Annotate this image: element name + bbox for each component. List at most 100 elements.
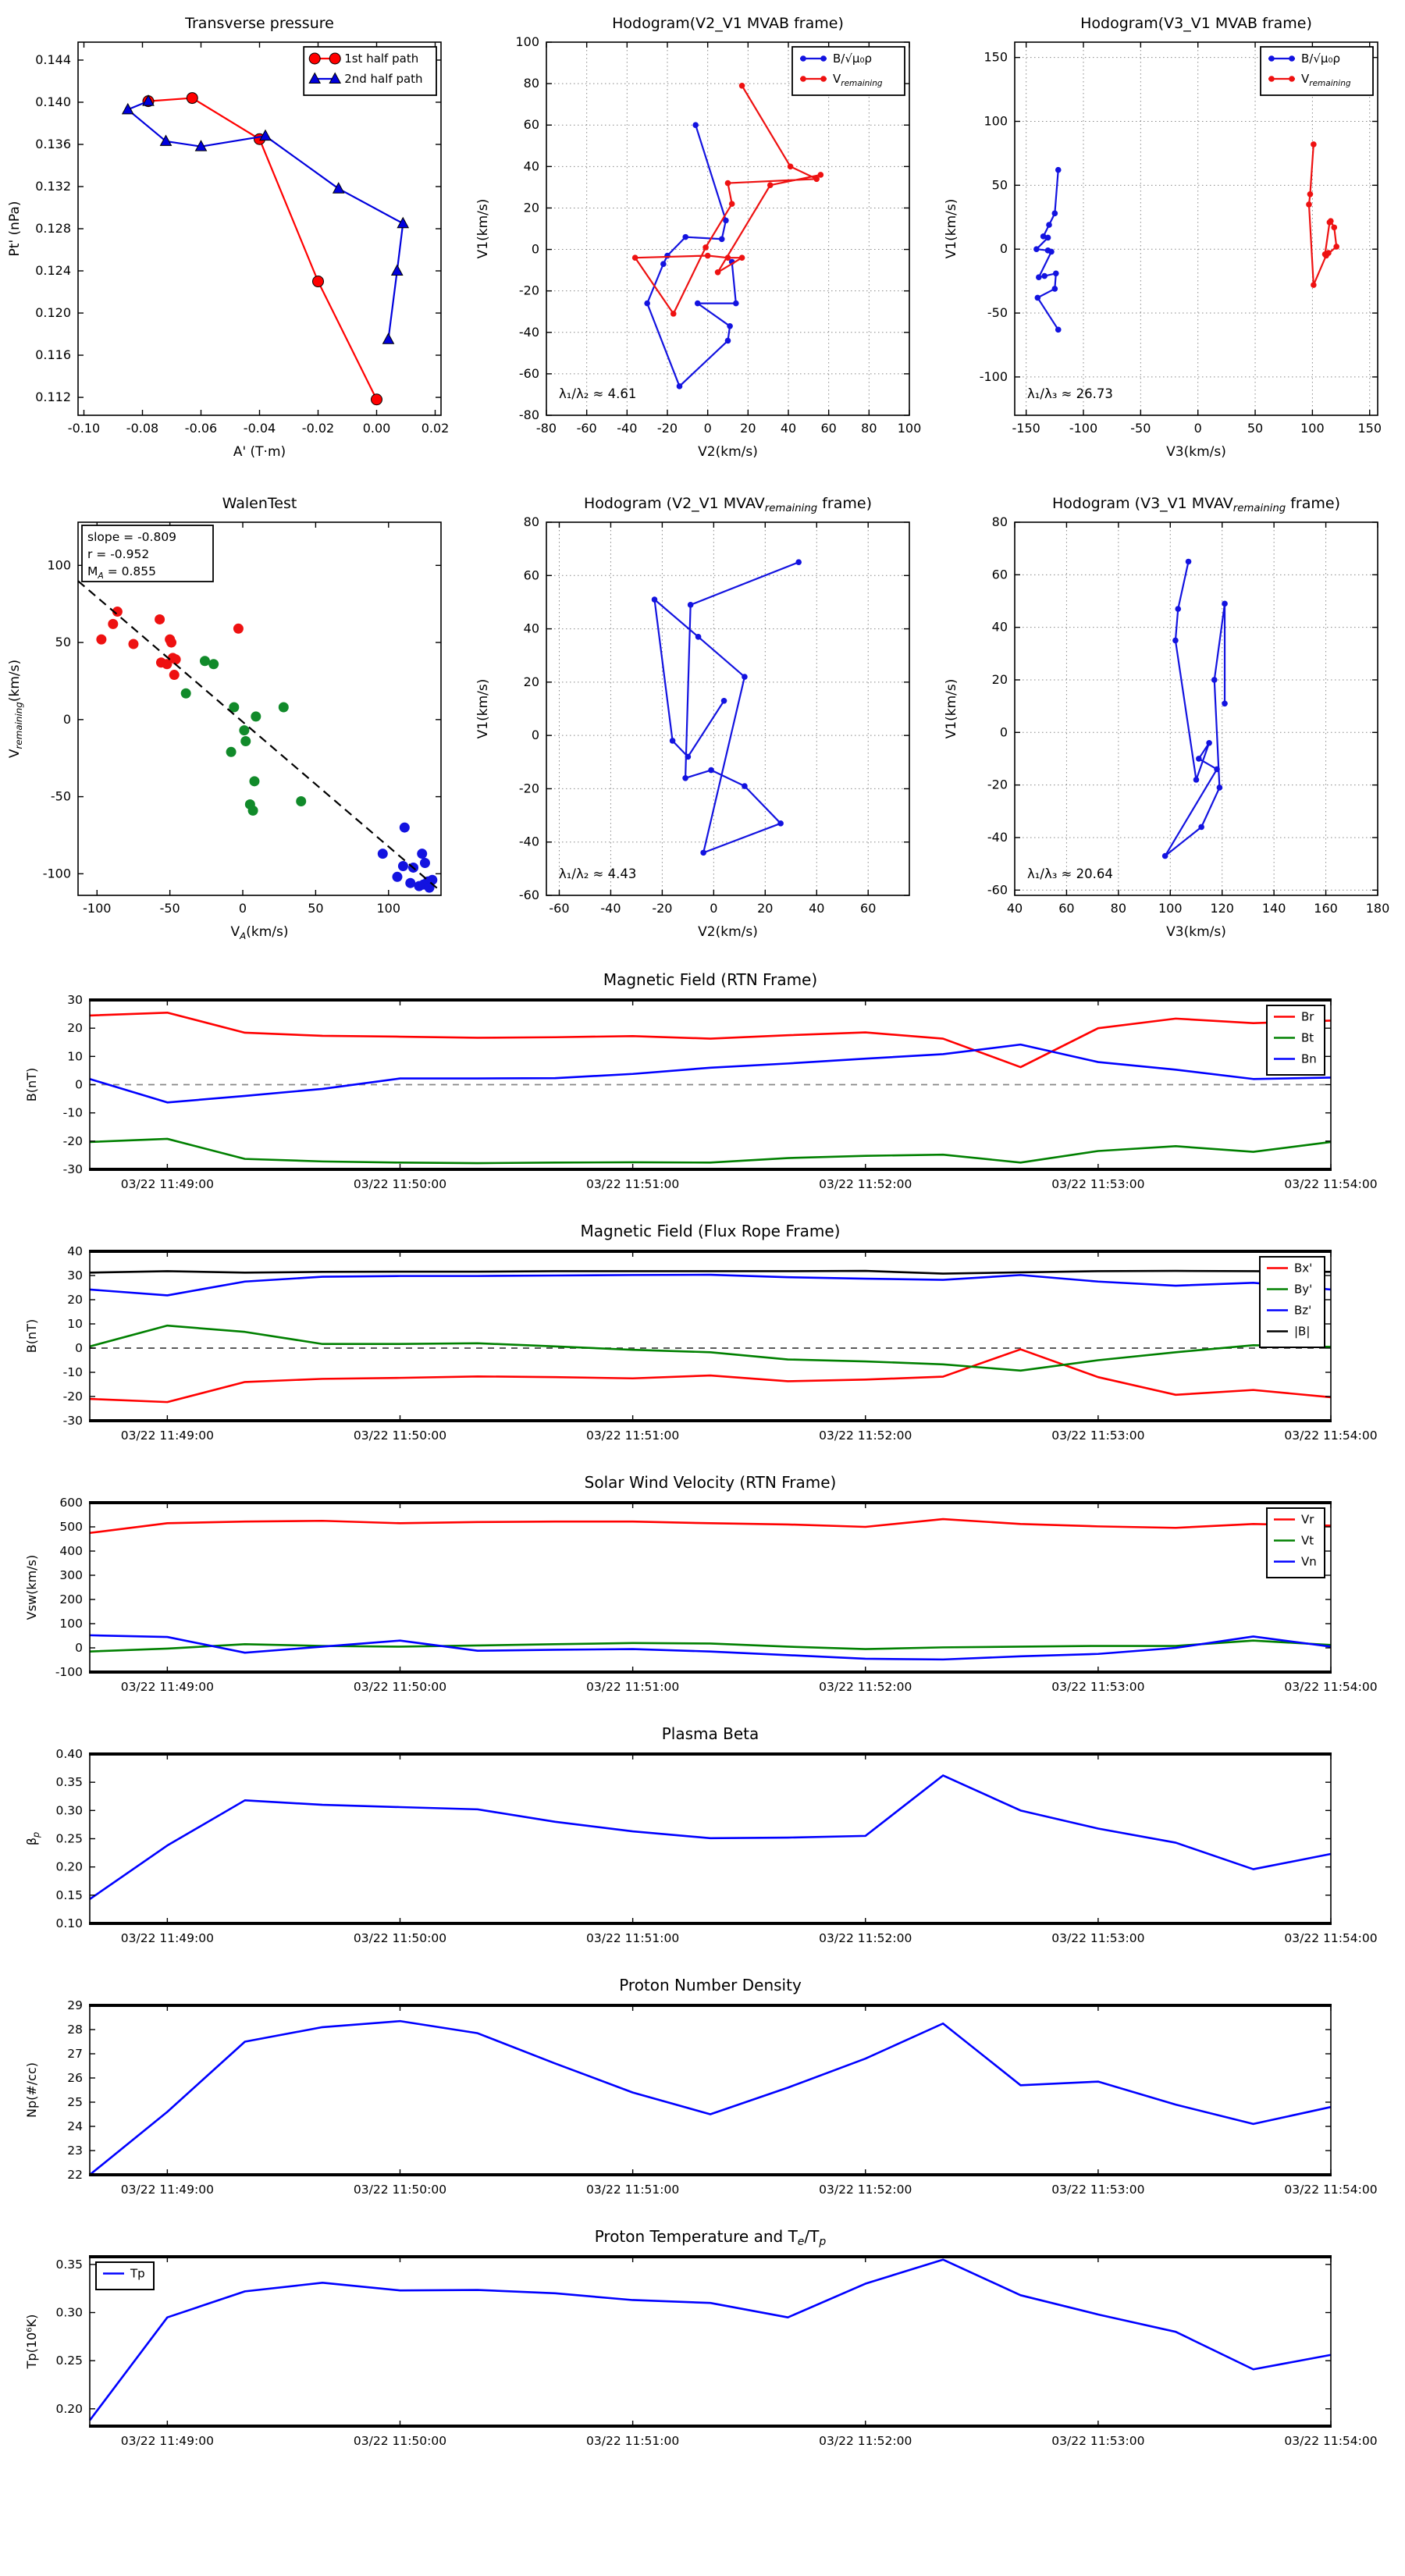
y-tick-label: 200 [59, 1592, 83, 1606]
plot-title: Hodogram(V3_V1 MVAB frame) [1080, 15, 1312, 32]
x-tick-label: 03/22 11:51:00 [586, 2183, 679, 2197]
x-tick-label: 80 [1111, 901, 1126, 916]
y-tick-label: 500 [59, 1520, 83, 1534]
x-tick-label: 03/22 11:50:00 [354, 1931, 446, 1945]
legend: Br Bt Bn [1266, 1005, 1325, 1076]
y-tick-label: 0.120 [35, 305, 71, 320]
cell-hodogram-v3v1-mvab: Hodogram(V3_V1 MVAB frame) -150 -100 -50 0 50… [937, 5, 1405, 485]
y-tick-label: 40 [992, 620, 1008, 635]
lambda-ratio-annotation: λ₁/λ₃ ≈ 26.73 [1027, 386, 1113, 401]
x-tick-label: -0.08 [126, 421, 158, 436]
y-tick-label: 0.128 [35, 221, 71, 236]
x-tick-label: -0.06 [185, 421, 217, 436]
y-tick-label: 50 [55, 635, 71, 649]
y-tick-label: 60 [524, 568, 539, 582]
x-tick-label: 03/22 11:51:00 [586, 2434, 679, 2448]
y-tick-label: 30 [67, 1268, 83, 1283]
legend-label: 2nd half path [344, 72, 422, 86]
y-tick-label: 0.35 [55, 2258, 83, 2272]
y-axis-label: Pt' (nPa) [7, 201, 23, 257]
x-tick-label: -40 [600, 901, 621, 916]
cell-magnetic-field-rtn: Magnetic Field (RTN Frame) 03/22 11:49:00… [0, 965, 1405, 1216]
x-tick-label: 03/22 11:52:00 [819, 1429, 912, 1443]
legend-label: Bz' [1294, 1304, 1311, 1318]
y-tick-label: 100 [515, 34, 539, 49]
series-b-over-sqrt-mu0-rho [1033, 166, 1062, 333]
x-tick-label: 03/22 11:52:00 [819, 2183, 912, 2197]
y-tick-label: 0.20 [55, 1860, 83, 1874]
y-tick-label: -60 [519, 366, 539, 381]
y-tick-label: -60 [519, 888, 539, 902]
x-tick-label: 60 [860, 901, 876, 916]
series-bt [89, 1137, 1332, 1165]
panel-proton-number-density: Proton Number Density 03/22 11:49:00 03/22… [24, 1976, 1378, 2197]
y-tick-label: 0.136 [35, 137, 71, 151]
y-axis-label: Tp(10⁶K) [24, 2314, 39, 2370]
y-tick-label: 80 [524, 514, 539, 529]
series-tp [88, 2258, 1332, 2421]
y-tick-label: 20 [992, 672, 1008, 687]
x-tick-label: 03/22 11:49:00 [121, 1931, 214, 1945]
lambda-ratio-annotation: λ₁/λ₃ ≈ 20.64 [1027, 866, 1113, 881]
series-group [651, 559, 802, 856]
y-tick-label: -40 [519, 325, 539, 340]
series-group [89, 1011, 1332, 1165]
top-plots-grid: Transverse pressure -0.10 -0.08 -0.06 -0.04 -… [0, 5, 1405, 965]
y-tick-label: 20 [67, 1021, 83, 1035]
x-tick-label: 03/22 11:52:00 [819, 1177, 912, 1191]
y-tick-label: 23 [67, 2144, 83, 2158]
series-group [89, 2019, 1332, 2176]
y-tick-label: 100 [59, 1617, 83, 1631]
y-tick-label: 40 [524, 621, 539, 636]
y-axis-label: Vsw(km/s) [24, 1555, 39, 1620]
x-tick-label: -50 [1130, 421, 1151, 436]
series-br [89, 1011, 1332, 1069]
series-vr [89, 1517, 1332, 1535]
series-v-remaining [1306, 141, 1339, 288]
y-tick-label: 0.30 [55, 2306, 83, 2320]
legend: B/√μ₀ρ Vremaining [1260, 46, 1374, 96]
y-tick-label: -20 [63, 1134, 83, 1148]
x-tick-label: 03/22 11:49:00 [121, 1177, 214, 1191]
legend-label: B/√μ₀ρ [833, 52, 872, 66]
flux-rope-analysis-figure: Transverse pressure -0.10 -0.08 -0.06 -0.04 -… [0, 5, 1405, 2448]
y-tick-label: 0.35 [55, 1775, 83, 1789]
y-tick-label: 0.144 [35, 52, 71, 67]
y-tick-label: 0.112 [35, 390, 71, 404]
y-tick-label: -20 [519, 283, 539, 298]
cell-transverse-pressure: Transverse pressure -0.10 -0.08 -0.06 -0.04 -… [0, 5, 468, 485]
x-tick-label: 0 [704, 421, 712, 436]
x-tick-label: 03/22 11:50:00 [354, 2183, 446, 2197]
walen-stats-box [81, 525, 214, 582]
legend-label: Tp [130, 2267, 145, 2281]
x-tick-label: 0.00 [363, 421, 391, 436]
y-tick-label: 60 [992, 567, 1008, 582]
y-tick-label: -30 [63, 1414, 83, 1428]
legend-label: 1st half path [344, 52, 418, 66]
y-tick-label: 24 [67, 2119, 83, 2133]
x-tick-label: 40 [809, 901, 824, 916]
x-tick-label: 100 [376, 901, 400, 916]
x-tick-label: 20 [757, 901, 773, 916]
y-tick-label: -100 [55, 1665, 83, 1679]
x-tick-label: 0 [1194, 421, 1202, 436]
series-np [89, 2019, 1332, 2176]
x-tick-label: 100 [898, 421, 922, 436]
y-tick-label: 26 [67, 2071, 83, 2085]
y-tick-label: 60 [524, 117, 539, 132]
x-tick-label: 03/22 11:50:00 [354, 2434, 446, 2448]
y-tick-label: 22 [67, 2168, 83, 2182]
y-axis-label: βp [24, 1832, 41, 1845]
x-tick-label: -80 [536, 421, 557, 436]
y-tick-label: -50 [987, 305, 1008, 320]
plot-hodogram-v2v1-mvav: Hodogram (V2_V1 MVAVremaining frame)-60-… [475, 495, 910, 940]
panel-magnetic-field-flux-rope: Magnetic Field (Flux Rope Frame) 03/22 11… [24, 1222, 1378, 1443]
x-axis-label: V2(km/s) [698, 444, 758, 460]
x-tick-label: -100 [83, 901, 111, 916]
x-tick-label: 03/22 11:51:00 [586, 1931, 679, 1945]
plot-transverse-pressure: Transverse pressure -0.10 -0.08 -0.06 -0.04 -… [7, 15, 450, 460]
x-tick-label: 03/22 11:50:00 [354, 1429, 446, 1443]
legend: Tp [95, 2261, 155, 2290]
x-tick-label: 0.02 [422, 421, 450, 436]
series-vn [89, 1634, 1332, 1661]
